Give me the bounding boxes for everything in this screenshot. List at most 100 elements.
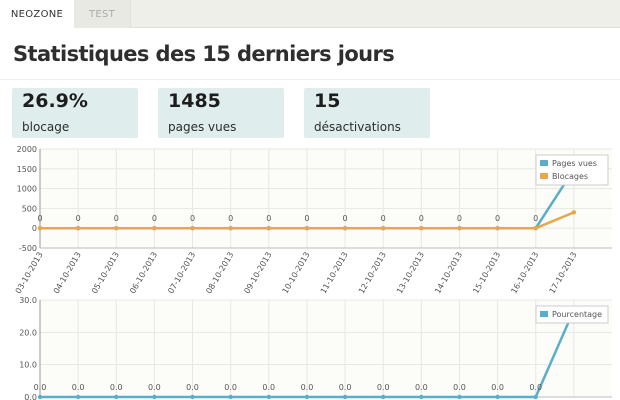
stat-value-desactivations: 15 — [314, 90, 341, 112]
stat-label-pages-vues: pages vues — [168, 120, 237, 134]
chart-0-data-label: 0 — [76, 214, 81, 223]
chart-0-xtick-label: 15-10-2013 — [471, 250, 502, 295]
chart-1-data-label: 0.0 — [148, 383, 161, 392]
chart-1-data-label: 0.0 — [415, 383, 428, 392]
chart-1-legend-label: Pourcentage — [552, 310, 602, 319]
chart-1-point — [190, 394, 195, 400]
chart-1-point — [266, 394, 271, 400]
chart-0-point — [37, 226, 43, 231]
chart-0-xtick-label: 05-10-2013 — [90, 251, 121, 296]
chart-1-plot-area — [40, 300, 612, 397]
chart-1-point — [419, 394, 424, 400]
chart-0-data-label: 0 — [114, 214, 119, 223]
chart-0-xtick-label: 16-10-2013 — [509, 251, 540, 296]
chart-1-data-label: 0.0 — [453, 383, 466, 392]
chart-1-point — [342, 394, 348, 400]
chart-0-data-label: 0 — [228, 214, 233, 223]
chart-1-point — [381, 394, 386, 400]
chart-1-point — [457, 394, 462, 400]
chart-1-data-label: 0.0 — [72, 383, 85, 392]
chart-0-xtick-label: 03-10-2013 — [14, 251, 45, 296]
stat-card-pages-vues: 1485 pages vues — [158, 88, 284, 138]
tab-test[interactable]: TEST — [74, 0, 131, 28]
chart-0-data-label: 0 — [495, 214, 500, 223]
chart-0-point — [381, 226, 386, 231]
chart-0-data-label: 0 — [304, 214, 309, 223]
chart-1-data-label: 0.0 — [491, 383, 504, 392]
chart-1-data-label: 0.0 — [262, 383, 275, 392]
chart-1-point — [533, 394, 538, 400]
chart-1-point — [75, 394, 81, 400]
chart-0-xtick-label: 14-10-2013 — [433, 251, 464, 296]
chart-0-ytick-label: 2000 — [17, 145, 37, 154]
stat-value-pages-vues: 1485 — [168, 90, 221, 112]
chart-0-xtick-label: 17-10-2013 — [548, 251, 579, 296]
chart-1-data-label: 0.0 — [377, 383, 390, 392]
chart-1-data-label: 0.0 — [224, 383, 237, 392]
chart-0-xtick-label: 06-10-2013 — [128, 251, 159, 296]
chart-0-ytick-label: 500 — [22, 204, 37, 213]
chart-0-data-label: 0 — [343, 214, 348, 223]
chart-0-xtick-label: 13-10-2013 — [395, 251, 426, 296]
chart-0-ytick-label: -500 — [19, 244, 37, 253]
chart-0-data-label: 0 — [419, 214, 424, 223]
chart-0-point — [190, 226, 195, 231]
chart-1-point — [304, 394, 310, 400]
chart-0-ytick-label: 1500 — [17, 165, 37, 174]
chart-1-point — [114, 394, 119, 400]
stat-value-blocage: 26.9% — [22, 90, 88, 112]
chart-0-xtick-label: 09-10-2013 — [242, 251, 273, 296]
chart-0-xtick-label: 12-10-2013 — [357, 251, 388, 296]
chart-1-data-label: 0.0 — [186, 383, 199, 392]
chart-1-data-label: 0.0 — [34, 383, 47, 392]
chart-0-point — [495, 226, 500, 231]
chart-1-ytick-label: 20.0 — [19, 328, 37, 337]
chart-0-point — [114, 226, 119, 231]
chart-1-ytick-label: 10.0 — [19, 361, 37, 370]
chart-1-point — [228, 394, 233, 400]
chart-0-point — [75, 226, 81, 231]
chart-1-ytick-label: 30.0 — [19, 296, 37, 305]
chart-0-point — [266, 226, 271, 231]
chart-0-point — [419, 226, 424, 231]
chart-1-data-label: 0.0 — [110, 383, 123, 392]
chart-0-ytick-label: 0 — [32, 224, 37, 233]
page-title: Statistiques des 15 derniers jours — [13, 42, 395, 66]
chart-0-data-label: 0 — [266, 214, 271, 223]
chart-1-point — [495, 394, 500, 400]
chart-0-xtick-label: 11-10-2013 — [319, 251, 350, 296]
chart-0-data-label: 0 — [190, 214, 195, 223]
chart-1-ytick-label: 0.0 — [24, 393, 37, 400]
chart-0-point — [571, 210, 577, 215]
chart-0-data-label: 0 — [37, 214, 42, 223]
chart-0-data-label: 0 — [457, 214, 462, 223]
chart-0-data-label: 0 — [533, 214, 538, 223]
chart-1-data-label: 0.0 — [301, 383, 314, 392]
tab-neozone[interactable]: NEOZONE — [0, 0, 75, 28]
stat-card-blocage: 26.9% blocage — [12, 88, 138, 138]
chart-0-point — [533, 226, 538, 231]
stat-card-desactivations: 15 désactivations — [304, 88, 430, 138]
chart-0-xtick-label: 08-10-2013 — [204, 251, 235, 296]
chart-0-point — [457, 226, 462, 231]
chart-0-xtick-label: 10-10-2013 — [281, 251, 312, 296]
chart-1-point — [37, 394, 43, 400]
chart-0-legend-label: Pages vues — [552, 159, 597, 168]
chart-1-data-label: 0.0 — [529, 383, 542, 392]
chart-0-data-label: 0 — [381, 214, 386, 223]
chart-1-legend-swatch — [540, 311, 548, 317]
chart-0-xtick-label: 04-10-2013 — [52, 251, 83, 296]
chart-0-point — [304, 226, 310, 231]
tab-bar: NEOZONE TEST — [0, 0, 620, 28]
chart-0-plot-area — [40, 149, 612, 248]
stat-label-blocage: blocage — [22, 120, 70, 134]
chart-0-legend-label: Blocages — [552, 172, 588, 181]
chart-0-point — [342, 226, 348, 231]
chart-1-legend — [535, 305, 609, 324]
stat-label-desactivations: désactivations — [314, 120, 401, 134]
chart-0-xtick-label: 07-10-2013 — [166, 251, 197, 296]
chart-1-data-label: 0.0 — [339, 383, 352, 392]
chart-0-data-label: 0 — [152, 214, 157, 223]
chart-0-legend-swatch — [540, 173, 548, 179]
